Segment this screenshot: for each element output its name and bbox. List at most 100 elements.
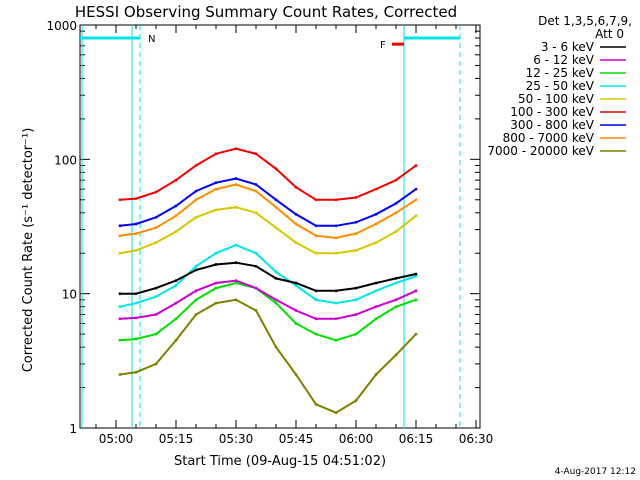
data-point [374, 212, 378, 216]
data-point [174, 284, 178, 287]
data-point [254, 286, 258, 290]
data-point [118, 198, 122, 202]
data-point [234, 281, 238, 285]
data-point [174, 204, 178, 208]
y-tick-label: 10 [62, 288, 77, 302]
data-point [274, 345, 278, 349]
data-point [194, 215, 198, 219]
data-point [214, 286, 218, 290]
flare-marker-label: F [380, 40, 386, 51]
data-point [414, 298, 418, 302]
data-point [274, 205, 278, 209]
data-point [334, 289, 338, 293]
data-point [274, 301, 278, 305]
data-point [254, 183, 258, 186]
data-point [154, 362, 158, 366]
data-point [254, 264, 258, 268]
data-point [354, 298, 358, 302]
x-tick-label: 06:30 [459, 432, 494, 446]
data-point [314, 234, 318, 238]
series-line-2 [119, 281, 417, 342]
data-point [294, 222, 298, 226]
data-point [414, 289, 418, 293]
data-point [294, 309, 298, 312]
data-point [174, 301, 178, 305]
data-point [118, 234, 122, 238]
data-point [194, 313, 198, 316]
data-point [314, 224, 318, 228]
data-point [118, 373, 122, 376]
annotations: NF [80, 25, 461, 428]
legend-header-1: Det 1,3,5,6,7,9, [538, 14, 632, 28]
data-point [274, 226, 278, 230]
x-tick-label: 05:45 [279, 432, 314, 446]
data-point [118, 224, 122, 228]
x-axis-label: Start Time (09-Aug-15 04:51:02) [174, 454, 386, 469]
data-point [354, 313, 358, 316]
data-point [354, 196, 358, 199]
data-point [394, 211, 398, 215]
data-point [374, 187, 378, 191]
data-point [414, 332, 418, 336]
data-point [334, 317, 338, 321]
data-point [134, 222, 138, 226]
data-point [374, 241, 378, 244]
data-point [214, 251, 218, 255]
legend-label: 12 - 25 keV [526, 66, 595, 80]
footer-date: 4-Aug-2017 12:12 [555, 467, 636, 477]
data-point [314, 251, 318, 255]
data-point [394, 298, 398, 302]
data-point [154, 295, 158, 299]
data-point [254, 251, 258, 255]
data-point [194, 164, 198, 167]
data-point [394, 353, 398, 357]
data-point [394, 276, 398, 280]
x-tick-label: 05:15 [159, 432, 194, 446]
data-point [174, 317, 178, 321]
data-point [294, 185, 298, 189]
series-line-0 [120, 261, 417, 295]
data-point [274, 270, 278, 274]
data-point [194, 264, 198, 268]
data-point [174, 279, 178, 283]
data-point [334, 338, 338, 342]
y-axis-label: Corrected Count Rate (s⁻¹ detector⁻¹) [21, 128, 36, 373]
data-point [354, 248, 358, 252]
data-point [354, 286, 358, 290]
data-point [174, 338, 178, 342]
data-point [314, 402, 318, 406]
data-point [374, 281, 378, 285]
series-line-6 [119, 177, 417, 227]
data-point [174, 230, 178, 233]
data-point [414, 164, 418, 167]
data-point [314, 289, 318, 293]
data-point [134, 370, 138, 374]
data-point [154, 215, 158, 219]
data-point [314, 317, 318, 321]
data-point [294, 241, 298, 244]
data-point [374, 305, 378, 309]
data-point [134, 292, 138, 296]
data-point [134, 316, 138, 320]
data-point [154, 190, 158, 194]
data-point [274, 276, 278, 280]
series-line-4 [119, 206, 417, 255]
data-point [118, 338, 122, 342]
data-point [214, 263, 218, 266]
data-point [354, 332, 358, 336]
data-point [374, 317, 378, 321]
data-point [334, 251, 338, 255]
data-point [234, 147, 238, 151]
data-point [194, 198, 198, 202]
data-point [154, 332, 158, 336]
y-tick-label: 100 [54, 153, 77, 167]
data-point [234, 298, 238, 302]
series-line-1 [119, 279, 417, 320]
data-point [134, 337, 138, 341]
legend-label: 100 - 300 keV [510, 105, 594, 119]
data-point [134, 301, 138, 305]
data-point [118, 292, 122, 296]
data-point [354, 220, 358, 224]
data-point [374, 373, 378, 376]
data-point [334, 236, 338, 240]
